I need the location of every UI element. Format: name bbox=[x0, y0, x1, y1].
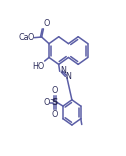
Text: O: O bbox=[44, 19, 50, 28]
Text: S: S bbox=[52, 98, 58, 107]
Text: N: N bbox=[66, 73, 72, 81]
Text: −: − bbox=[49, 97, 55, 103]
Text: O: O bbox=[27, 33, 34, 42]
Text: HO: HO bbox=[32, 62, 44, 71]
Text: O: O bbox=[44, 98, 50, 107]
Text: O: O bbox=[52, 110, 58, 119]
Text: O: O bbox=[52, 86, 58, 95]
Text: Ca: Ca bbox=[18, 33, 29, 41]
Text: N: N bbox=[60, 66, 66, 75]
